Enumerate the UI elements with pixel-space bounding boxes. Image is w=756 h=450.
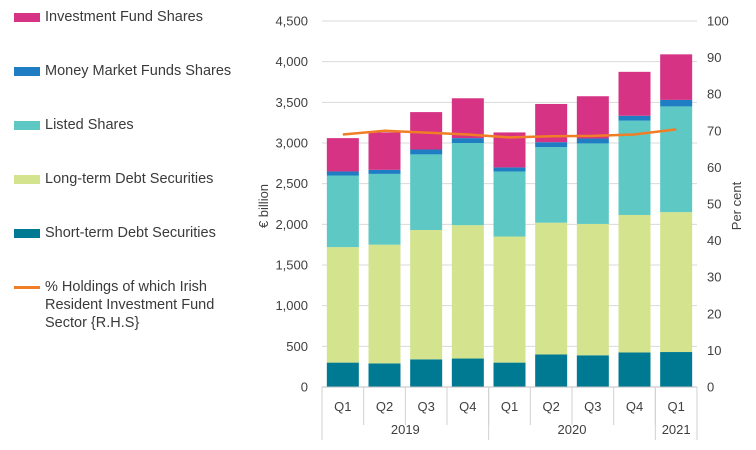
legend-label: Investment Fund Shares — [45, 9, 203, 25]
bar-segment — [368, 363, 401, 387]
legend-swatch — [14, 286, 40, 289]
bar-segment — [368, 132, 401, 170]
y-tick-label: 2,500 — [275, 176, 308, 191]
bar-segment — [660, 352, 693, 387]
bar-segment — [535, 142, 568, 148]
bar-segment — [493, 171, 526, 237]
y2-tick-label: 0 — [707, 380, 714, 395]
x-tick-label: Q1 — [501, 399, 518, 414]
x-tick-label: Q2 — [376, 399, 393, 414]
y2-tick-label: 90 — [707, 50, 721, 65]
x-tick-label: Q1 — [334, 399, 351, 414]
x-tick-label: Q2 — [542, 399, 559, 414]
bar-segment — [576, 223, 609, 356]
y2-tick-label: 40 — [707, 233, 721, 248]
legend-label: Long-term Debt Securities — [45, 171, 214, 187]
bar-segment — [493, 167, 526, 172]
bar-segment — [326, 362, 359, 387]
bar-segment — [618, 120, 651, 215]
bar-segment — [326, 138, 359, 172]
bar-segment — [576, 143, 609, 224]
x-tick-label: Q4 — [459, 399, 476, 414]
bar-segment — [535, 354, 568, 387]
bar-segment — [576, 96, 609, 139]
bar-segment — [493, 236, 526, 363]
y-tick-label: 3,000 — [275, 136, 308, 151]
bar-segment — [410, 359, 443, 387]
bar-segment — [326, 171, 359, 176]
bar-segment — [660, 212, 693, 353]
y-tick-label: 1,000 — [275, 298, 308, 313]
bar-segment — [368, 169, 401, 174]
legend-swatch — [14, 229, 40, 238]
y2-tick-label: 70 — [707, 123, 721, 138]
bar-segment — [326, 175, 359, 248]
y2-tick-label: 30 — [707, 270, 721, 285]
bar-segment — [660, 106, 693, 213]
bar-segment — [451, 225, 484, 359]
y-tick-label: 4,000 — [275, 54, 308, 69]
bar-segment — [410, 154, 443, 231]
legend-swatch — [14, 121, 40, 130]
bar-segment — [576, 355, 609, 387]
bar-segment — [618, 352, 651, 387]
bar-segment — [410, 230, 443, 360]
y2-tick-label: 60 — [707, 160, 721, 175]
y2-tick-label: 20 — [707, 306, 721, 321]
y-tick-label: 2,000 — [275, 217, 308, 232]
bar-segment — [451, 98, 484, 139]
bar-segment — [451, 138, 484, 143]
year-label: 2020 — [558, 422, 587, 437]
bar-segment — [618, 214, 651, 353]
bar-segment — [576, 138, 609, 144]
bar-segment — [660, 54, 693, 100]
legend-label: Short-term Debt Securities — [45, 225, 216, 241]
legend-swatch — [14, 13, 40, 22]
y-tick-label: 0 — [301, 380, 308, 395]
bar-segment — [410, 112, 443, 150]
bar-segment — [326, 247, 359, 363]
bar-segment — [660, 99, 693, 107]
legend-label: Listed Shares — [45, 117, 134, 133]
legend-label: % Holdings of which Irish Resident Inves… — [45, 279, 215, 331]
bar-segment — [535, 222, 568, 355]
bar-segment — [368, 244, 401, 364]
legend-label: Money Market Funds Shares — [45, 63, 232, 79]
y-tick-label: 500 — [286, 339, 308, 354]
bar-segment — [618, 71, 651, 116]
year-label: 2021 — [662, 422, 691, 437]
bar-segment — [368, 173, 401, 245]
x-tick-label: Q4 — [626, 399, 643, 414]
y-tick-label: 1,500 — [275, 258, 308, 273]
y2-tick-label: 10 — [707, 343, 721, 358]
bar-segment — [410, 149, 443, 155]
legend-swatch — [14, 67, 40, 76]
legend-swatch — [14, 175, 40, 184]
bar-segment — [493, 362, 526, 387]
y2-tick-label: 80 — [707, 87, 721, 102]
percent-line — [342, 128, 677, 139]
y2-tick-label: 50 — [707, 197, 721, 212]
y-axis-title: € billion — [256, 184, 271, 228]
x-tick-label: Q1 — [667, 399, 684, 414]
bar-segment — [451, 143, 484, 226]
bar-segment — [618, 115, 651, 121]
bar-segment — [535, 147, 568, 223]
y2-tick-label: 100 — [707, 14, 729, 29]
year-label: 2019 — [391, 422, 420, 437]
x-tick-label: Q3 — [417, 399, 434, 414]
y-tick-label: 4,500 — [275, 14, 308, 29]
bar-segment — [451, 358, 484, 387]
x-tick-label: Q3 — [584, 399, 601, 414]
y2-axis-title: Per cent — [729, 181, 744, 230]
y-tick-label: 3,500 — [275, 95, 308, 110]
